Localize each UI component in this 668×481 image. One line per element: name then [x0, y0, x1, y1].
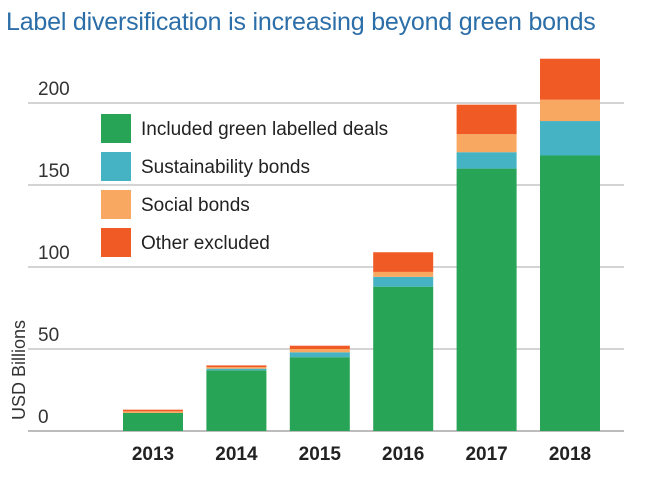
bar-segment	[456, 152, 517, 169]
y-tick-label: 100	[38, 243, 70, 264]
bar-segment	[540, 155, 600, 432]
x-tick-label: 2016	[382, 444, 424, 465]
bar-segment	[123, 411, 183, 413]
legend-label: Other excluded	[141, 233, 270, 254]
y-tick-label: 150	[38, 161, 70, 182]
chart-title: Label diversification is increasing beyo…	[6, 8, 596, 36]
bar-segment	[540, 58, 600, 100]
bar-segment	[289, 357, 350, 431]
bar-segment	[206, 370, 267, 431]
bar-segment	[289, 345, 350, 349]
bar-segment	[123, 409, 183, 412]
bar-segment	[289, 349, 350, 353]
bar-segment	[373, 276, 434, 287]
x-tick-label: 2018	[549, 444, 591, 465]
x-tick-label: 2015	[299, 444, 342, 465]
y-axis-label: USD Billions	[9, 320, 29, 420]
legend-label: Social bonds	[141, 195, 250, 216]
y-tick-labels: 0 50 100 150 200	[38, 79, 70, 428]
bar-segment	[206, 368, 267, 371]
bar-segment	[123, 412, 183, 431]
bar-segment	[373, 252, 434, 272]
legend-swatch	[101, 152, 131, 181]
bar-segment	[373, 286, 434, 431]
bar-segment	[456, 134, 517, 153]
legend-swatch	[101, 114, 131, 143]
bar-segment	[456, 104, 517, 135]
y-tick-label: 200	[38, 79, 70, 100]
y-tick-label: 0	[38, 407, 49, 428]
x-tick-label: 2014	[215, 444, 258, 465]
legend-swatch	[101, 228, 131, 257]
legend-label: Included green labelled deals	[141, 119, 388, 140]
bar-segment	[540, 121, 600, 156]
y-tick-label: 50	[38, 325, 59, 346]
bar-segment	[289, 352, 350, 358]
bar-segment	[456, 168, 517, 431]
x-tick-label: 2013	[132, 444, 174, 465]
bar-segment	[206, 365, 267, 368]
x-tick-labels: 2013 2014 2015 2016 2017 2018	[132, 444, 591, 465]
legend-label: Sustainability bonds	[141, 157, 310, 178]
bar-segment	[540, 99, 600, 122]
bar-segment	[373, 271, 434, 277]
legend: Included green labelled deals Sustainabil…	[101, 114, 388, 257]
x-tick-label: 2017	[465, 444, 507, 465]
legend-swatch	[101, 190, 131, 219]
bars	[123, 58, 600, 432]
bar-segment	[206, 367, 267, 369]
